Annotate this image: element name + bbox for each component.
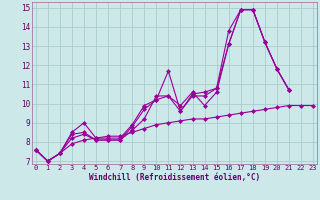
X-axis label: Windchill (Refroidissement éolien,°C): Windchill (Refroidissement éolien,°C)	[89, 173, 260, 182]
